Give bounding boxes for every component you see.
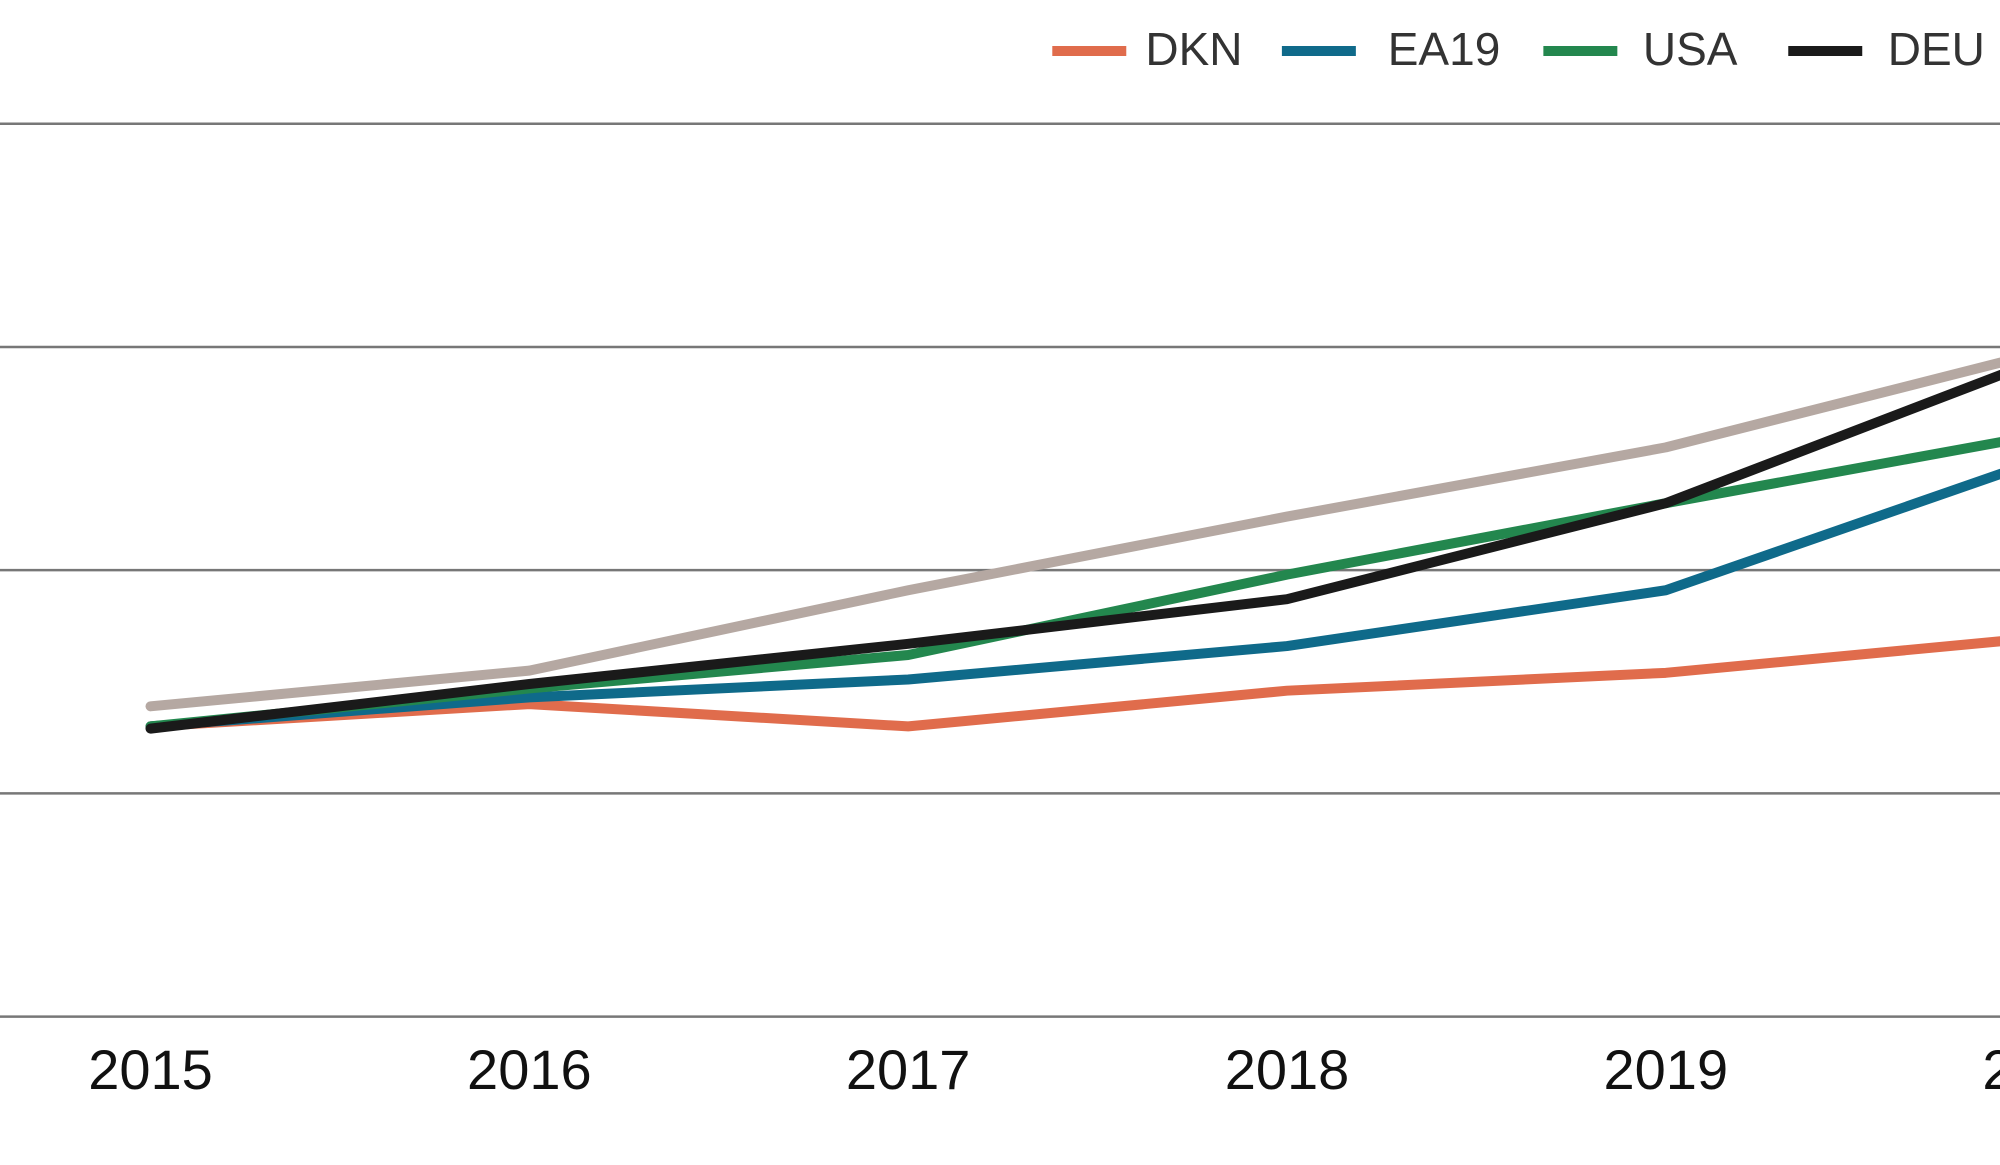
legend-label: USA	[1643, 23, 1738, 75]
data-line	[145, 369, 2000, 734]
x-tick-label: 2017	[846, 1038, 971, 1101]
x-tick-label: 2016	[467, 1038, 592, 1101]
legend-label: DKN	[1145, 23, 1242, 75]
data-line	[145, 357, 2000, 712]
data-line	[145, 468, 2000, 732]
x-tick-label: 2015	[88, 1038, 213, 1101]
x-tick-label: 2019	[1604, 1038, 1729, 1101]
data-line	[145, 636, 2000, 732]
x-tick-label: 2018	[1225, 1038, 1350, 1101]
legend-label: DEU	[1888, 23, 1985, 75]
legend-label: EA19	[1388, 23, 1501, 75]
x-tick-label: 2020	[1982, 1038, 2000, 1101]
legend: DKN EA19 USA DEU	[1052, 23, 1985, 75]
